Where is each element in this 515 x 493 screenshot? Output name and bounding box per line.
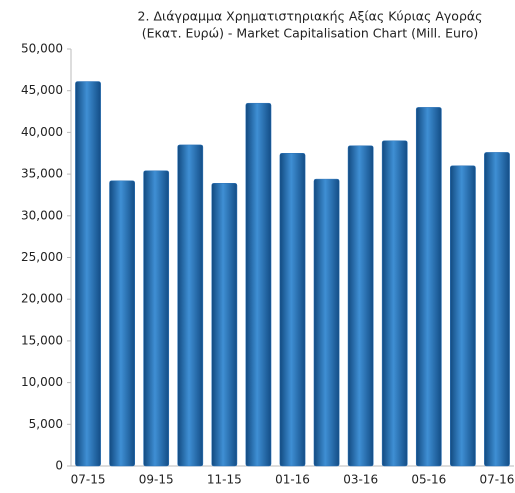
x-tick-label: 01-16: [275, 473, 310, 487]
y-tick-label: 50,000: [21, 42, 63, 56]
bar: [450, 165, 476, 467]
x-tick-label: 09-15: [139, 473, 174, 487]
bar: [109, 180, 135, 467]
x-tick-label: 07-16: [480, 473, 515, 487]
y-tick-label: 5,000: [29, 417, 63, 431]
bar: [381, 140, 408, 467]
bar: [347, 145, 374, 467]
bar: [177, 144, 204, 467]
bar: [245, 102, 272, 467]
bar: [75, 81, 101, 467]
bar: [313, 178, 340, 467]
y-tick-label: 15,000: [21, 333, 63, 347]
y-tick-label: 25,000: [21, 250, 63, 264]
chart-title: (Εκατ. Ευρώ) - Market Capitalisation Cha…: [142, 26, 479, 41]
bar: [415, 107, 442, 467]
bar: [143, 170, 170, 467]
x-tick-label: 07-15: [71, 473, 106, 487]
y-tick-label: 30,000: [21, 208, 63, 222]
y-tick-label: 35,000: [21, 167, 63, 181]
bar: [211, 183, 238, 467]
y-tick-label: 45,000: [21, 83, 63, 97]
chart-title: 2. Διάγραμμα Χρηματιστηριακής Αξίας Κύρι…: [138, 9, 483, 24]
bar: [484, 152, 510, 467]
y-tick-label: 40,000: [21, 125, 63, 139]
x-tick-label: 03-16: [343, 473, 378, 487]
x-tick-label: 11-15: [207, 473, 242, 487]
x-tick-label: 05-16: [411, 473, 446, 487]
bar: [279, 153, 306, 467]
y-tick-label: 20,000: [21, 292, 63, 306]
y-tick-label: 10,000: [21, 375, 63, 389]
y-tick-label: 0: [55, 459, 63, 473]
